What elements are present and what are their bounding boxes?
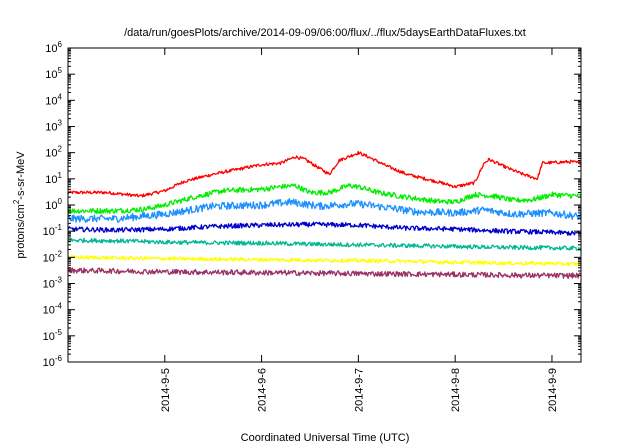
y-tick-exponent: 2 (58, 145, 63, 154)
y-tick-label: 100 (45, 197, 62, 212)
series-line (67, 221, 582, 236)
y-tick-exponent: -2 (55, 249, 63, 258)
y-tick-label: 103 (45, 119, 62, 134)
y-tick-label: 101 (45, 171, 62, 186)
y-tick-label: 105 (45, 66, 62, 81)
series-line (67, 237, 582, 251)
series-line (67, 198, 582, 223)
y-tick-exponent: -4 (55, 302, 63, 311)
y-tick-exponent: 1 (58, 171, 63, 180)
x-tick-label: 2014-9-8 (450, 368, 462, 412)
y-tick-exponent: -5 (55, 328, 63, 337)
y-axis: 10-610-510-410-310-210-11001011021031041… (43, 40, 581, 369)
y-axis-label-sup: 2 (12, 199, 21, 204)
y-tick-exponent: -3 (55, 276, 63, 285)
y-tick-label: 10-4 (43, 302, 63, 317)
chart-title: /data/run/goesPlots/archive/2014-09-09/0… (124, 27, 526, 39)
y-tick-exponent: -6 (55, 354, 63, 363)
y-tick-label: 10-6 (43, 354, 63, 369)
y-tick-label: 104 (45, 92, 62, 107)
y-tick-exponent: -1 (55, 223, 63, 232)
series-line (67, 255, 582, 267)
y-axis-label: protons/cm2-s-sr-MeV (12, 151, 27, 259)
y-tick-label: 10-3 (43, 276, 63, 291)
y-tick-exponent: 4 (58, 92, 63, 101)
series-line (67, 267, 582, 279)
y-tick-exponent: 3 (58, 119, 63, 128)
y-tick-label: 102 (45, 145, 62, 160)
x-tick-label: 2014-9-7 (353, 368, 365, 412)
y-tick-label: 10-5 (43, 328, 63, 343)
x-tick-label: 2014-9-9 (547, 368, 559, 412)
y-tick-label: 10-1 (43, 223, 63, 238)
y-tick-exponent: 6 (58, 40, 63, 49)
x-axis-label: Coordinated Universal Time (UTC) (241, 432, 410, 444)
y-tick-exponent: 0 (58, 197, 63, 206)
series-line (67, 150, 582, 198)
series-line (67, 182, 582, 215)
x-tick-label: 2014-9-6 (257, 368, 269, 412)
y-axis-label-suffix: -s-sr-MeV (15, 151, 27, 200)
series-layer (67, 150, 582, 279)
y-axis-label-prefix: protons/cm (15, 204, 27, 258)
y-tick-exponent: 5 (58, 66, 63, 75)
y-tick-label: 106 (45, 40, 62, 55)
x-axis: 2014-9-5 2014-9-6 2014-9-7 2014-9-8 2014-9-9 (160, 48, 559, 412)
y-tick-label: 10-2 (43, 249, 63, 264)
x-tick-label: 2014-9-5 (160, 368, 172, 412)
